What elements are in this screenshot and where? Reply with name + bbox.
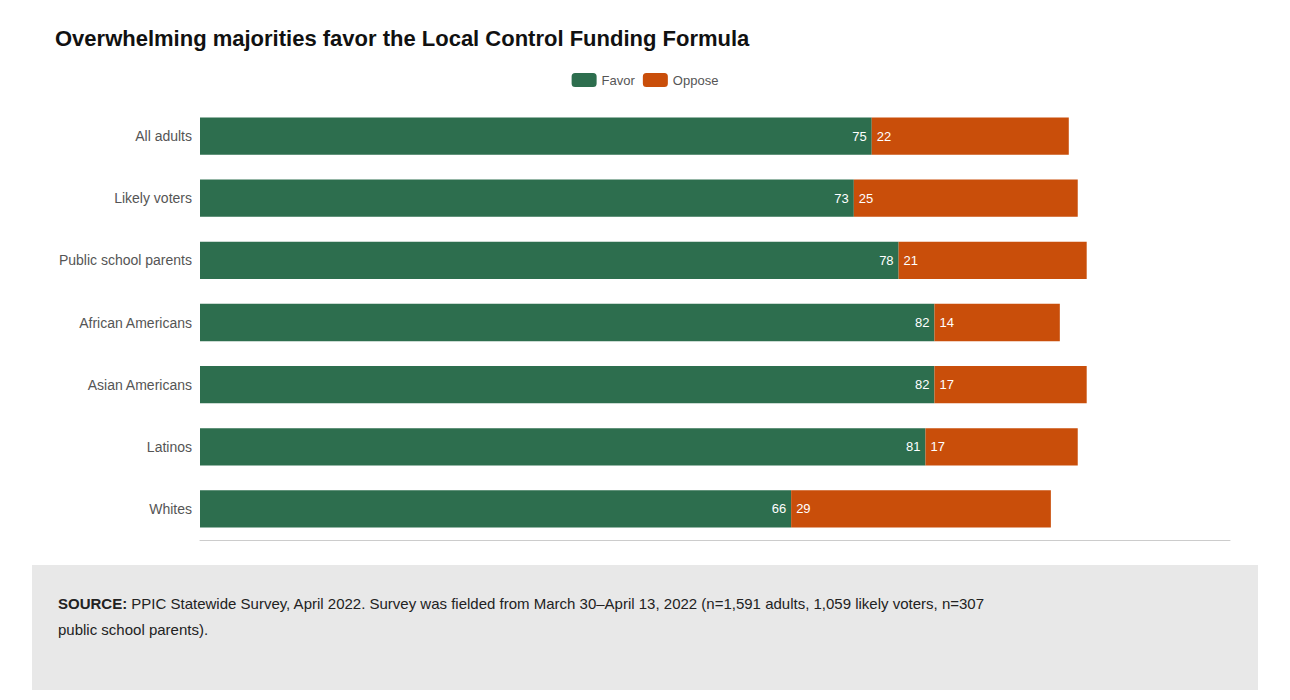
svg-text:PPIC Statewide Survey, April 2: PPIC Statewide Survey, April 2022. Surve… [127, 595, 988, 612]
svg-text:14: 14 [939, 315, 953, 330]
svg-text:66: 66 [772, 501, 786, 516]
svg-text:82: 82 [915, 377, 929, 392]
svg-text:Public school parents: Public school parents [59, 252, 192, 268]
svg-text:21: 21 [904, 253, 918, 268]
svg-text:75: 75 [852, 129, 866, 144]
svg-text:Overwhelming majorities favor: Overwhelming majorities favor the Local … [55, 26, 750, 51]
svg-text:Oppose: Oppose [673, 73, 719, 88]
svg-text:25: 25 [859, 191, 873, 206]
svg-text:22: 22 [877, 129, 891, 144]
svg-text:Whites: Whites [149, 501, 192, 517]
svg-text:public school parents).: public school parents). [58, 621, 208, 638]
svg-text:82: 82 [915, 315, 929, 330]
svg-text:Asian Americans: Asian Americans [88, 377, 192, 393]
svg-text:Latinos: Latinos [147, 439, 192, 455]
svg-text:81: 81 [906, 439, 920, 454]
svg-text:African Americans: African Americans [79, 315, 192, 331]
svg-text:17: 17 [930, 439, 944, 454]
svg-text:73: 73 [834, 191, 848, 206]
svg-text:17: 17 [939, 377, 953, 392]
svg-text:Likely voters: Likely voters [114, 190, 192, 206]
svg-text:29: 29 [796, 501, 810, 516]
svg-text:78: 78 [879, 253, 893, 268]
svg-text:Favor: Favor [602, 73, 636, 88]
svg-text:SOURCE:: SOURCE: [58, 595, 127, 612]
svg-text:All adults: All adults [135, 128, 192, 144]
